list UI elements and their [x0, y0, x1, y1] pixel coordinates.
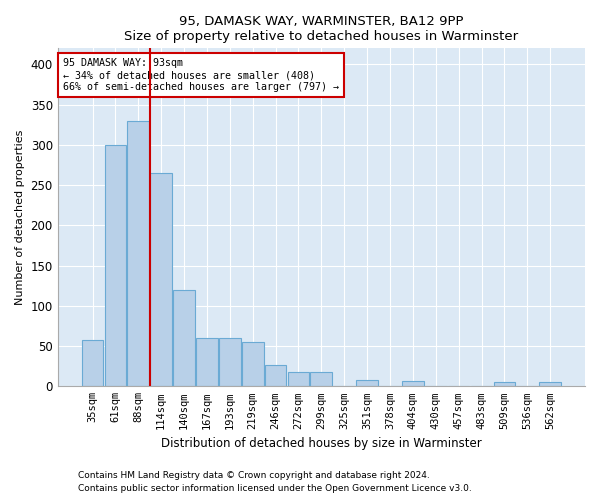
Bar	[82, 340, 103, 386]
Bar	[196, 338, 218, 386]
Bar	[402, 382, 424, 386]
Bar	[219, 338, 241, 386]
Bar	[287, 372, 310, 386]
Text: Contains public sector information licensed under the Open Government Licence v3: Contains public sector information licen…	[78, 484, 472, 493]
Bar	[356, 380, 378, 386]
Bar	[242, 342, 263, 386]
Y-axis label: Number of detached properties: Number of detached properties	[15, 130, 25, 305]
Bar	[173, 290, 195, 386]
Bar	[539, 382, 561, 386]
Bar	[494, 382, 515, 386]
Bar	[104, 145, 126, 386]
Bar	[310, 372, 332, 386]
Text: 95 DAMASK WAY: 93sqm
← 34% of detached houses are smaller (408)
66% of semi-deta: 95 DAMASK WAY: 93sqm ← 34% of detached h…	[63, 58, 339, 92]
X-axis label: Distribution of detached houses by size in Warminster: Distribution of detached houses by size …	[161, 437, 482, 450]
Bar	[127, 121, 149, 386]
Bar	[150, 173, 172, 386]
Title: 95, DAMASK WAY, WARMINSTER, BA12 9PP
Size of property relative to detached house: 95, DAMASK WAY, WARMINSTER, BA12 9PP Siz…	[124, 15, 518, 43]
Bar	[265, 364, 286, 386]
Text: Contains HM Land Registry data © Crown copyright and database right 2024.: Contains HM Land Registry data © Crown c…	[78, 470, 430, 480]
